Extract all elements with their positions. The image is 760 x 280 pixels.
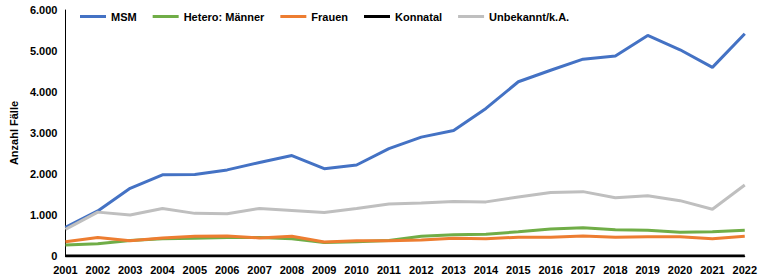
svg-text:2013: 2013 — [441, 264, 465, 276]
svg-text:2010: 2010 — [344, 264, 368, 276]
svg-text:2015: 2015 — [506, 264, 530, 276]
svg-text:0: 0 — [51, 250, 57, 262]
svg-text:Unbekannt/k.A.: Unbekannt/k.A. — [489, 11, 569, 23]
svg-text:4.000: 4.000 — [30, 86, 58, 98]
svg-text:2011: 2011 — [377, 264, 401, 276]
svg-text:2004: 2004 — [150, 264, 175, 276]
svg-text:2007: 2007 — [247, 264, 271, 276]
svg-text:2.000: 2.000 — [30, 168, 58, 180]
svg-text:Anzahl Fälle: Anzahl Fälle — [8, 101, 20, 165]
svg-text:2020: 2020 — [668, 264, 692, 276]
svg-text:Konnatal: Konnatal — [395, 11, 442, 23]
svg-text:2019: 2019 — [635, 264, 659, 276]
svg-text:2003: 2003 — [118, 264, 142, 276]
svg-text:1.000: 1.000 — [30, 209, 58, 221]
svg-text:2016: 2016 — [538, 264, 562, 276]
svg-text:2006: 2006 — [215, 264, 239, 276]
svg-text:6.000: 6.000 — [30, 4, 58, 16]
svg-text:2021: 2021 — [700, 264, 724, 276]
svg-text:2022: 2022 — [733, 264, 757, 276]
svg-text:2017: 2017 — [571, 264, 595, 276]
svg-text:MSM: MSM — [111, 11, 137, 23]
svg-text:2005: 2005 — [183, 264, 207, 276]
svg-text:2002: 2002 — [86, 264, 110, 276]
svg-text:2014: 2014 — [474, 264, 499, 276]
svg-text:2009: 2009 — [312, 264, 336, 276]
svg-text:2008: 2008 — [280, 264, 304, 276]
svg-text:5.000: 5.000 — [30, 45, 58, 57]
svg-text:2001: 2001 — [53, 264, 77, 276]
svg-text:2012: 2012 — [409, 264, 433, 276]
svg-text:Frauen: Frauen — [311, 11, 348, 23]
svg-text:2018: 2018 — [603, 264, 627, 276]
svg-text:Hetero: Männer: Hetero: Männer — [184, 11, 265, 23]
svg-text:3.000: 3.000 — [30, 127, 58, 139]
